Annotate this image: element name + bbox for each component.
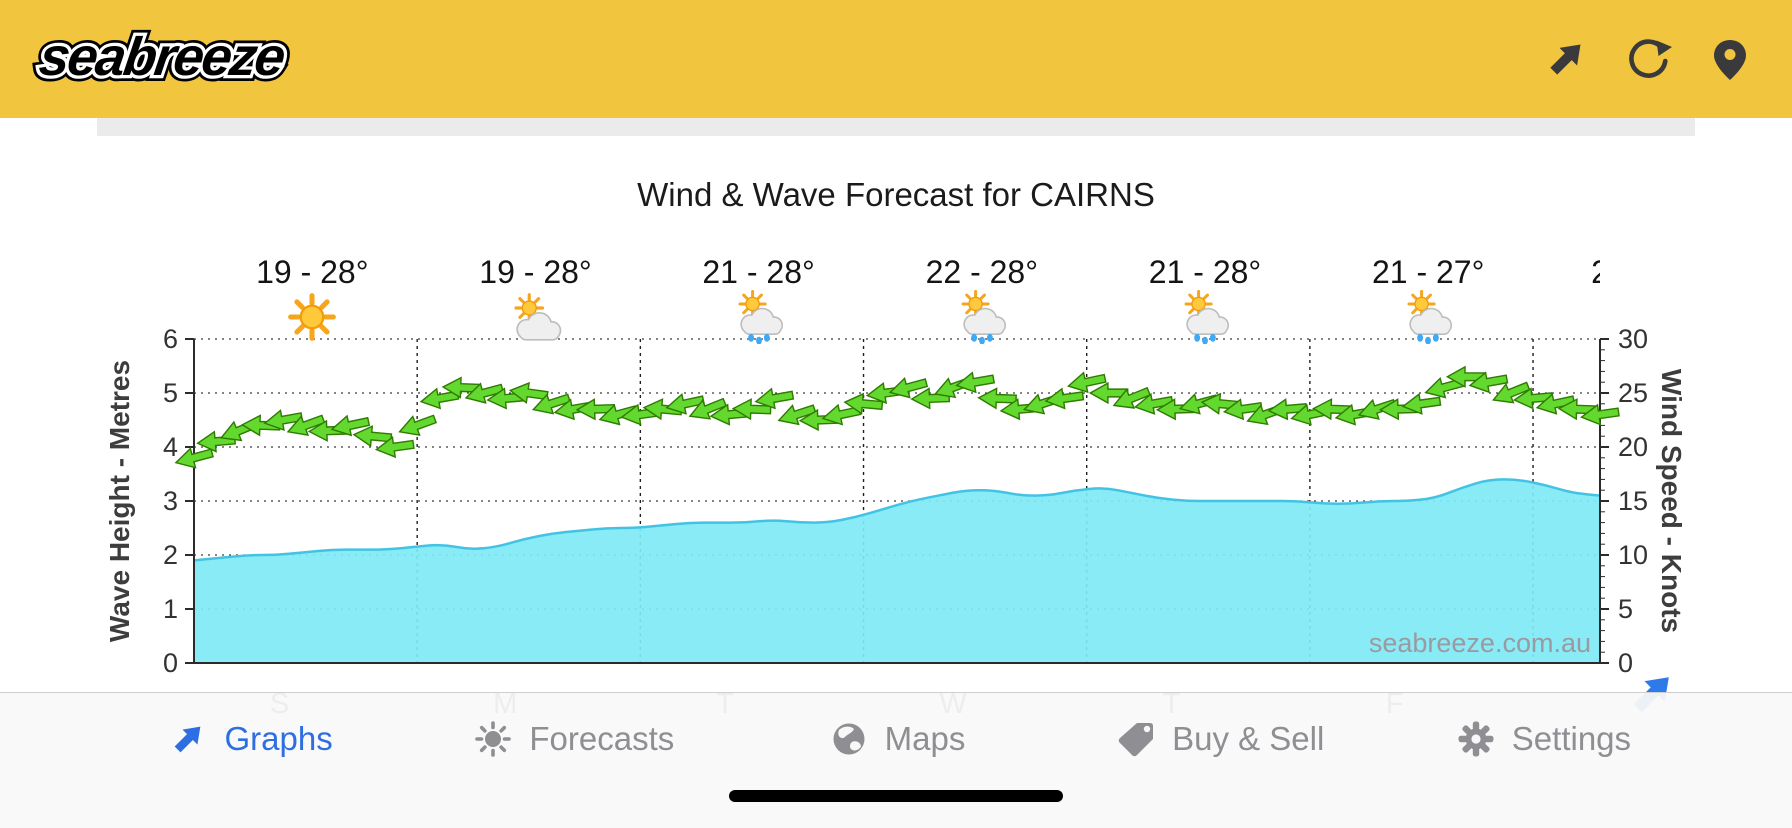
watermark: seabreeze.com.au: [1368, 628, 1591, 658]
sun-icon: [475, 721, 512, 757]
gear-icon: [1458, 721, 1494, 757]
tab-settings[interactable]: Settings: [1381, 715, 1704, 763]
graphs-arrow-icon: [170, 719, 209, 757]
tab-label: Buy & Sell: [1172, 720, 1325, 757]
share-arrow-icon[interactable]: [1540, 33, 1592, 85]
tab-buy-sell[interactable]: Buy & Sell: [1058, 715, 1381, 763]
svg-text:10: 10: [1618, 540, 1648, 570]
wave-height-area: [194, 479, 1600, 663]
header-actions: [1540, 33, 1756, 85]
tab-label: Graphs: [224, 720, 333, 757]
app-header: seabreeze seabreeze seabreeze: [0, 0, 1792, 118]
svg-text:25: 25: [1618, 378, 1648, 408]
wind-speed-arrows: [172, 366, 1621, 473]
svg-text:1: 1: [163, 594, 178, 624]
globe-icon: [833, 723, 865, 755]
svg-text:0: 0: [1618, 648, 1633, 678]
svg-text:6: 6: [163, 324, 178, 354]
location-pin-icon[interactable]: [1704, 33, 1756, 85]
tab-label: Maps: [884, 720, 966, 757]
tab-label: Forecasts: [529, 720, 675, 757]
svg-text:30: 30: [1618, 324, 1648, 354]
left-axis-title: Wave Height - Metres: [104, 359, 135, 643]
refresh-icon[interactable]: [1622, 33, 1674, 85]
tag-icon: [1118, 723, 1154, 757]
scrolled-content-edge: [97, 118, 1695, 136]
svg-text:0: 0: [163, 648, 178, 678]
svg-text:2: 2: [163, 540, 178, 570]
svg-text:4: 4: [163, 432, 178, 462]
logo-text: seabreeze: [35, 27, 288, 87]
wave-height-line: [193, 478, 1601, 562]
svg-text:15: 15: [1618, 486, 1648, 516]
tab-label: Settings: [1511, 720, 1632, 757]
tab-graphs[interactable]: Graphs: [88, 715, 411, 763]
chart-title: Wind & Wave Forecast for CAIRNS: [637, 176, 1155, 213]
svg-text:5: 5: [1618, 594, 1633, 624]
svg-text:5: 5: [163, 378, 178, 408]
svg-text:20: 20: [1618, 432, 1648, 462]
wind-wave-chart: 0123456051015202530SMTWTF: [163, 324, 1679, 720]
svg-text:3: 3: [163, 486, 178, 516]
tab-maps[interactable]: Maps: [734, 715, 1057, 763]
right-axis-ticks: 0 5 10 15 20 25 30: [1600, 324, 1648, 678]
left-axis-ticks: 0 1 2 3 4 5 6: [163, 324, 194, 678]
home-indicator[interactable]: [729, 790, 1063, 802]
tab-bar: Graphs Forecasts Maps Buy & Sell Setting…: [0, 692, 1792, 828]
tab-forecasts[interactable]: Forecasts: [411, 715, 734, 763]
seabreeze-logo: seabreeze seabreeze seabreeze: [30, 21, 414, 94]
right-axis-title: Wind Speed - Knots: [1656, 368, 1687, 634]
